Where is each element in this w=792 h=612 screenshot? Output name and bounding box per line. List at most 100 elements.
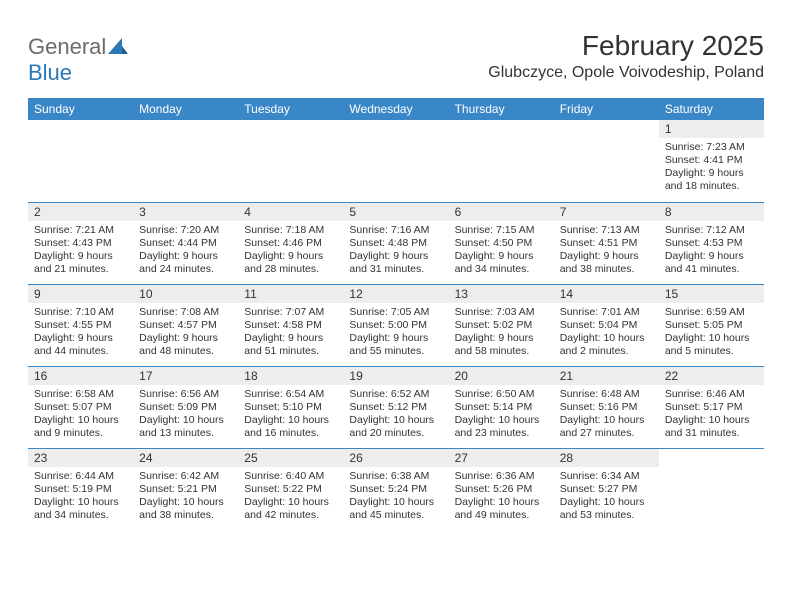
- calendar-day-cell: 25Sunrise: 6:40 AMSunset: 5:22 PMDayligh…: [238, 448, 343, 530]
- day-body: Sunrise: 6:36 AMSunset: 5:26 PMDaylight:…: [449, 467, 554, 527]
- calendar-day-cell: 21Sunrise: 6:48 AMSunset: 5:16 PMDayligh…: [554, 366, 659, 448]
- weekday-header-row: Sunday Monday Tuesday Wednesday Thursday…: [28, 98, 764, 120]
- day-number-empty: [343, 120, 448, 138]
- day-body: Sunrise: 6:48 AMSunset: 5:16 PMDaylight:…: [554, 385, 659, 445]
- calendar-day-cell: 16Sunrise: 6:58 AMSunset: 5:07 PMDayligh…: [28, 366, 133, 448]
- calendar-day-cell: 2Sunrise: 7:21 AMSunset: 4:43 PMDaylight…: [28, 202, 133, 284]
- calendar-day-cell: [554, 120, 659, 202]
- calendar-day-cell: 18Sunrise: 6:54 AMSunset: 5:10 PMDayligh…: [238, 366, 343, 448]
- weekday-header: Friday: [554, 98, 659, 120]
- day-number: 26: [343, 449, 448, 467]
- day-number: 10: [133, 285, 238, 303]
- calendar-day-cell: 3Sunrise: 7:20 AMSunset: 4:44 PMDaylight…: [133, 202, 238, 284]
- day-number: 17: [133, 367, 238, 385]
- daylight-line: Daylight: 10 hours and 27 minutes.: [560, 414, 653, 440]
- title-block: February 2025 Glubczyce, Opole Voivodesh…: [488, 30, 764, 82]
- sunset-line: Sunset: 5:05 PM: [665, 319, 758, 332]
- brand-logo: GeneralBlue: [28, 30, 128, 86]
- weekday-header: Sunday: [28, 98, 133, 120]
- sunrise-line: Sunrise: 6:38 AM: [349, 470, 442, 483]
- day-body: Sunrise: 6:56 AMSunset: 5:09 PMDaylight:…: [133, 385, 238, 445]
- daylight-line: Daylight: 10 hours and 16 minutes.: [244, 414, 337, 440]
- sunset-line: Sunset: 4:43 PM: [34, 237, 127, 250]
- day-number: 21: [554, 367, 659, 385]
- sunrise-line: Sunrise: 7:16 AM: [349, 224, 442, 237]
- sunrise-line: Sunrise: 7:08 AM: [139, 306, 232, 319]
- sunrise-line: Sunrise: 6:44 AM: [34, 470, 127, 483]
- calendar-page: GeneralBlue February 2025 Glubczyce, Opo…: [0, 0, 792, 550]
- day-body: Sunrise: 6:40 AMSunset: 5:22 PMDaylight:…: [238, 467, 343, 527]
- day-body: Sunrise: 7:20 AMSunset: 4:44 PMDaylight:…: [133, 221, 238, 281]
- daylight-line: Daylight: 9 hours and 58 minutes.: [455, 332, 548, 358]
- sunset-line: Sunset: 4:50 PM: [455, 237, 548, 250]
- calendar-day-cell: 8Sunrise: 7:12 AMSunset: 4:53 PMDaylight…: [659, 202, 764, 284]
- sunrise-line: Sunrise: 6:56 AM: [139, 388, 232, 401]
- daylight-line: Daylight: 10 hours and 49 minutes.: [455, 496, 548, 522]
- month-title: February 2025: [488, 30, 764, 62]
- day-body: Sunrise: 7:15 AMSunset: 4:50 PMDaylight:…: [449, 221, 554, 281]
- calendar-day-cell: 6Sunrise: 7:15 AMSunset: 4:50 PMDaylight…: [449, 202, 554, 284]
- day-number: 5: [343, 203, 448, 221]
- sunset-line: Sunset: 5:02 PM: [455, 319, 548, 332]
- day-number-empty: [238, 120, 343, 138]
- sunset-line: Sunset: 4:48 PM: [349, 237, 442, 250]
- sunset-line: Sunset: 4:55 PM: [34, 319, 127, 332]
- day-body: Sunrise: 7:05 AMSunset: 5:00 PMDaylight:…: [343, 303, 448, 363]
- day-number: 23: [28, 449, 133, 467]
- daylight-line: Daylight: 10 hours and 9 minutes.: [34, 414, 127, 440]
- calendar-week-row: 9Sunrise: 7:10 AMSunset: 4:55 PMDaylight…: [28, 284, 764, 366]
- day-body: Sunrise: 6:42 AMSunset: 5:21 PMDaylight:…: [133, 467, 238, 527]
- day-number: 7: [554, 203, 659, 221]
- sunset-line: Sunset: 5:09 PM: [139, 401, 232, 414]
- sunrise-line: Sunrise: 6:36 AM: [455, 470, 548, 483]
- sunrise-line: Sunrise: 7:12 AM: [665, 224, 758, 237]
- day-number-empty: [133, 120, 238, 138]
- sunset-line: Sunset: 4:53 PM: [665, 237, 758, 250]
- calendar-day-cell: 9Sunrise: 7:10 AMSunset: 4:55 PMDaylight…: [28, 284, 133, 366]
- day-body: Sunrise: 7:07 AMSunset: 4:58 PMDaylight:…: [238, 303, 343, 363]
- calendar-day-cell: [238, 120, 343, 202]
- day-number: 1: [659, 120, 764, 138]
- daylight-line: Daylight: 9 hours and 44 minutes.: [34, 332, 127, 358]
- daylight-line: Daylight: 10 hours and 53 minutes.: [560, 496, 653, 522]
- sunrise-line: Sunrise: 7:20 AM: [139, 224, 232, 237]
- day-number-empty: [449, 120, 554, 138]
- sunset-line: Sunset: 5:12 PM: [349, 401, 442, 414]
- day-body: Sunrise: 6:34 AMSunset: 5:27 PMDaylight:…: [554, 467, 659, 527]
- calendar-day-cell: 15Sunrise: 6:59 AMSunset: 5:05 PMDayligh…: [659, 284, 764, 366]
- day-body: Sunrise: 6:58 AMSunset: 5:07 PMDaylight:…: [28, 385, 133, 445]
- daylight-line: Daylight: 9 hours and 21 minutes.: [34, 250, 127, 276]
- day-body: Sunrise: 7:16 AMSunset: 4:48 PMDaylight:…: [343, 221, 448, 281]
- sunrise-line: Sunrise: 7:18 AM: [244, 224, 337, 237]
- weekday-header: Tuesday: [238, 98, 343, 120]
- sunset-line: Sunset: 4:58 PM: [244, 319, 337, 332]
- day-body: Sunrise: 7:01 AMSunset: 5:04 PMDaylight:…: [554, 303, 659, 363]
- sunset-line: Sunset: 5:14 PM: [455, 401, 548, 414]
- day-body: Sunrise: 7:10 AMSunset: 4:55 PMDaylight:…: [28, 303, 133, 363]
- calendar-day-cell: 7Sunrise: 7:13 AMSunset: 4:51 PMDaylight…: [554, 202, 659, 284]
- calendar-day-cell: 24Sunrise: 6:42 AMSunset: 5:21 PMDayligh…: [133, 448, 238, 530]
- sunrise-line: Sunrise: 7:23 AM: [665, 141, 758, 154]
- day-number: 27: [449, 449, 554, 467]
- day-body: Sunrise: 7:18 AMSunset: 4:46 PMDaylight:…: [238, 221, 343, 281]
- sunset-line: Sunset: 4:46 PM: [244, 237, 337, 250]
- daylight-line: Daylight: 9 hours and 18 minutes.: [665, 167, 758, 193]
- calendar-day-cell: 22Sunrise: 6:46 AMSunset: 5:17 PMDayligh…: [659, 366, 764, 448]
- calendar-day-cell: [343, 120, 448, 202]
- sunset-line: Sunset: 5:21 PM: [139, 483, 232, 496]
- day-body: Sunrise: 6:52 AMSunset: 5:12 PMDaylight:…: [343, 385, 448, 445]
- sunrise-line: Sunrise: 7:03 AM: [455, 306, 548, 319]
- calendar-day-cell: [28, 120, 133, 202]
- day-number: 24: [133, 449, 238, 467]
- calendar-body: 1Sunrise: 7:23 AMSunset: 4:41 PMDaylight…: [28, 120, 764, 530]
- day-number: 28: [554, 449, 659, 467]
- daylight-line: Daylight: 9 hours and 51 minutes.: [244, 332, 337, 358]
- sunrise-line: Sunrise: 6:58 AM: [34, 388, 127, 401]
- calendar-day-cell: 13Sunrise: 7:03 AMSunset: 5:02 PMDayligh…: [449, 284, 554, 366]
- day-number: 20: [449, 367, 554, 385]
- sunrise-line: Sunrise: 7:21 AM: [34, 224, 127, 237]
- calendar-week-row: 2Sunrise: 7:21 AMSunset: 4:43 PMDaylight…: [28, 202, 764, 284]
- day-body: Sunrise: 7:23 AMSunset: 4:41 PMDaylight:…: [659, 138, 764, 198]
- sunrise-line: Sunrise: 6:46 AM: [665, 388, 758, 401]
- day-body: Sunrise: 6:50 AMSunset: 5:14 PMDaylight:…: [449, 385, 554, 445]
